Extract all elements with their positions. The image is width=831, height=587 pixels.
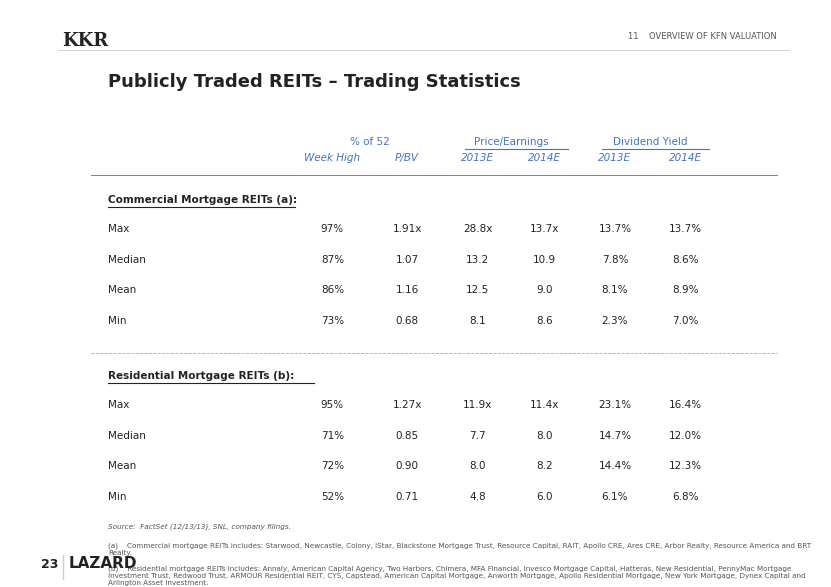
Text: Mean: Mean <box>108 285 136 295</box>
Text: 1.91x: 1.91x <box>392 224 422 234</box>
Text: Min: Min <box>108 492 126 502</box>
Text: 11.9x: 11.9x <box>463 400 493 410</box>
Text: 12.5: 12.5 <box>466 285 489 295</box>
Text: 2013E: 2013E <box>461 153 494 163</box>
Text: 12.3%: 12.3% <box>669 461 702 471</box>
Text: 1.07: 1.07 <box>396 255 419 265</box>
Text: 8.9%: 8.9% <box>672 285 699 295</box>
Text: 13.2: 13.2 <box>466 255 489 265</box>
Text: 16.4%: 16.4% <box>669 400 702 410</box>
Text: 2013E: 2013E <box>598 153 632 163</box>
Text: 0.85: 0.85 <box>396 431 419 441</box>
Text: Max: Max <box>108 224 130 234</box>
Text: Commercial Mortgage REITs (a):: Commercial Mortgage REITs (a): <box>108 195 297 205</box>
Text: 11.4x: 11.4x <box>529 400 559 410</box>
Text: 7.0%: 7.0% <box>672 316 699 326</box>
Text: 7.7: 7.7 <box>470 431 486 441</box>
Text: 2014E: 2014E <box>528 153 561 163</box>
Text: Dividend Yield: Dividend Yield <box>613 137 687 147</box>
Text: Median: Median <box>108 431 146 441</box>
Text: 13.7%: 13.7% <box>669 224 702 234</box>
Text: 73%: 73% <box>321 316 344 326</box>
Text: 0.68: 0.68 <box>396 316 419 326</box>
Text: 95%: 95% <box>321 400 344 410</box>
Text: 97%: 97% <box>321 224 344 234</box>
Text: Source:  FactSet (12/13/13), SNL, company filings.: Source: FactSet (12/13/13), SNL, company… <box>108 524 291 530</box>
Text: Price/Earnings: Price/Earnings <box>474 137 548 147</box>
Text: Week High: Week High <box>304 153 361 163</box>
Text: 72%: 72% <box>321 461 344 471</box>
Text: 28.8x: 28.8x <box>463 224 493 234</box>
Text: 11    OVERVIEW OF KFN VALUATION: 11 OVERVIEW OF KFN VALUATION <box>628 32 777 41</box>
Text: 12.0%: 12.0% <box>669 431 702 441</box>
Text: 52%: 52% <box>321 492 344 502</box>
Text: KKR: KKR <box>62 32 109 50</box>
Text: 8.0: 8.0 <box>470 461 486 471</box>
Text: 13.7x: 13.7x <box>529 224 559 234</box>
Text: 14.7%: 14.7% <box>598 431 632 441</box>
Text: 8.1%: 8.1% <box>602 285 628 295</box>
Text: % of 52: % of 52 <box>350 137 390 147</box>
Text: 23.1%: 23.1% <box>598 400 632 410</box>
Text: 2014E: 2014E <box>669 153 702 163</box>
Text: 6.0: 6.0 <box>536 492 553 502</box>
Text: 9.0: 9.0 <box>536 285 553 295</box>
Text: (a)    Commercial mortgage REITs includes: Starwood, Newcastle, Colony, iStar, B: (a) Commercial mortgage REITs includes: … <box>108 542 811 556</box>
Text: 1.27x: 1.27x <box>392 400 422 410</box>
Text: Residential Mortgage REITs (b):: Residential Mortgage REITs (b): <box>108 371 294 381</box>
Text: 8.6%: 8.6% <box>672 255 699 265</box>
Text: Min: Min <box>108 316 126 326</box>
Text: 8.2: 8.2 <box>536 461 553 471</box>
Text: 71%: 71% <box>321 431 344 441</box>
Text: 86%: 86% <box>321 285 344 295</box>
Text: LAZARD: LAZARD <box>69 555 137 571</box>
Text: 1.16: 1.16 <box>396 285 419 295</box>
Text: Max: Max <box>108 400 130 410</box>
Text: 6.1%: 6.1% <box>602 492 628 502</box>
Text: 13.7%: 13.7% <box>598 224 632 234</box>
Text: 0.71: 0.71 <box>396 492 419 502</box>
Text: (b)    Residential mortgage REITs includes: Annaly, American Capital Agency, Two: (b) Residential mortgage REITs includes:… <box>108 566 806 586</box>
Text: 4.8: 4.8 <box>470 492 486 502</box>
Text: Mean: Mean <box>108 461 136 471</box>
Text: 10.9: 10.9 <box>533 255 556 265</box>
Text: 8.0: 8.0 <box>536 431 553 441</box>
Text: 2.3%: 2.3% <box>602 316 628 326</box>
Text: 87%: 87% <box>321 255 344 265</box>
Text: 14.4%: 14.4% <box>598 461 632 471</box>
Text: 6.8%: 6.8% <box>672 492 699 502</box>
Text: 8.6: 8.6 <box>536 316 553 326</box>
Text: 0.90: 0.90 <box>396 461 419 471</box>
Text: P/BV: P/BV <box>396 153 419 163</box>
Text: Median: Median <box>108 255 146 265</box>
Text: 7.8%: 7.8% <box>602 255 628 265</box>
Text: 8.1: 8.1 <box>470 316 486 326</box>
Text: Publicly Traded REITs – Trading Statistics: Publicly Traded REITs – Trading Statisti… <box>108 73 521 92</box>
Text: 23: 23 <box>41 558 58 571</box>
